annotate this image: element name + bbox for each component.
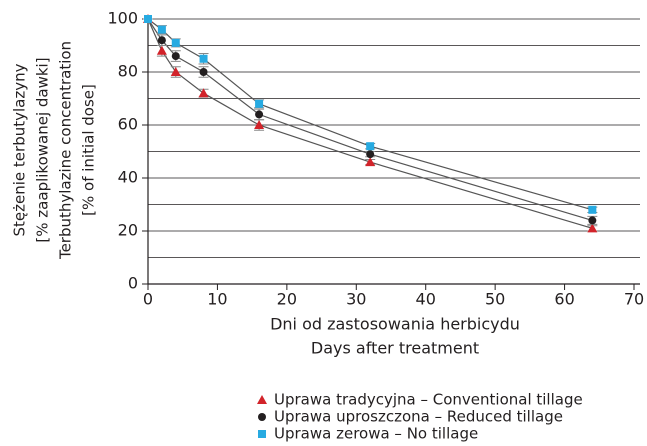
y-tick-label: 20 bbox=[118, 221, 138, 240]
data-point bbox=[171, 52, 180, 61]
data-point bbox=[170, 67, 181, 76]
y-tick-label: 40 bbox=[118, 168, 138, 187]
x-axis-label: Dni od zastosowania herbicydu bbox=[270, 315, 520, 334]
x-tick-label: 60 bbox=[554, 290, 574, 309]
y-axis-label: Terbuthylazine concentration bbox=[57, 41, 75, 260]
data-point bbox=[254, 120, 265, 129]
data-point bbox=[366, 150, 375, 159]
x-tick-label: 30 bbox=[346, 290, 366, 309]
x-axis-label: Days after treatment bbox=[311, 339, 479, 358]
y-axis-label: Stężenie terbutylazyny bbox=[11, 63, 29, 236]
y-axis-label: [% of initial dose] bbox=[80, 84, 98, 216]
data-point bbox=[366, 142, 375, 151]
data-point bbox=[588, 205, 597, 214]
x-tick-label: 40 bbox=[416, 290, 436, 309]
legend-marker bbox=[258, 430, 266, 438]
data-point bbox=[198, 88, 209, 98]
legend-marker bbox=[258, 413, 266, 421]
data-point bbox=[365, 157, 376, 167]
data-point bbox=[587, 223, 598, 233]
series-line bbox=[147, 18, 593, 211]
x-tick-label: 10 bbox=[207, 290, 227, 309]
data-point bbox=[199, 54, 208, 63]
x-tick-label: 20 bbox=[277, 290, 297, 309]
data-point bbox=[171, 38, 180, 47]
data-point bbox=[255, 99, 264, 108]
legend-label: Uprawa tradycyjna – Conventional tillage bbox=[274, 391, 583, 409]
data-point bbox=[199, 68, 208, 76]
x-tick-label: 0 bbox=[143, 290, 153, 309]
y-tick-label: 60 bbox=[118, 115, 138, 134]
data-point bbox=[157, 25, 166, 34]
series-line bbox=[147, 18, 593, 229]
y-tick-label: 100 bbox=[107, 9, 138, 28]
x-tick-label: 50 bbox=[485, 290, 505, 309]
data-point bbox=[144, 15, 152, 23]
data-point bbox=[588, 216, 597, 225]
data-point bbox=[157, 36, 166, 45]
x-tick-label: 70 bbox=[624, 290, 644, 309]
data-point bbox=[255, 110, 264, 119]
data-point bbox=[156, 45, 167, 55]
legend-marker bbox=[257, 395, 267, 404]
legend-label: Uprawa zerowa – No tillage bbox=[274, 425, 478, 443]
y-tick-label: 80 bbox=[118, 62, 138, 81]
y-tick-label: 0 bbox=[128, 274, 138, 293]
y-axis-label: [% zaaplikowanej dawki] bbox=[34, 57, 52, 242]
legend-label: Uprawa uproszczona – Reduced tillage bbox=[274, 408, 563, 426]
